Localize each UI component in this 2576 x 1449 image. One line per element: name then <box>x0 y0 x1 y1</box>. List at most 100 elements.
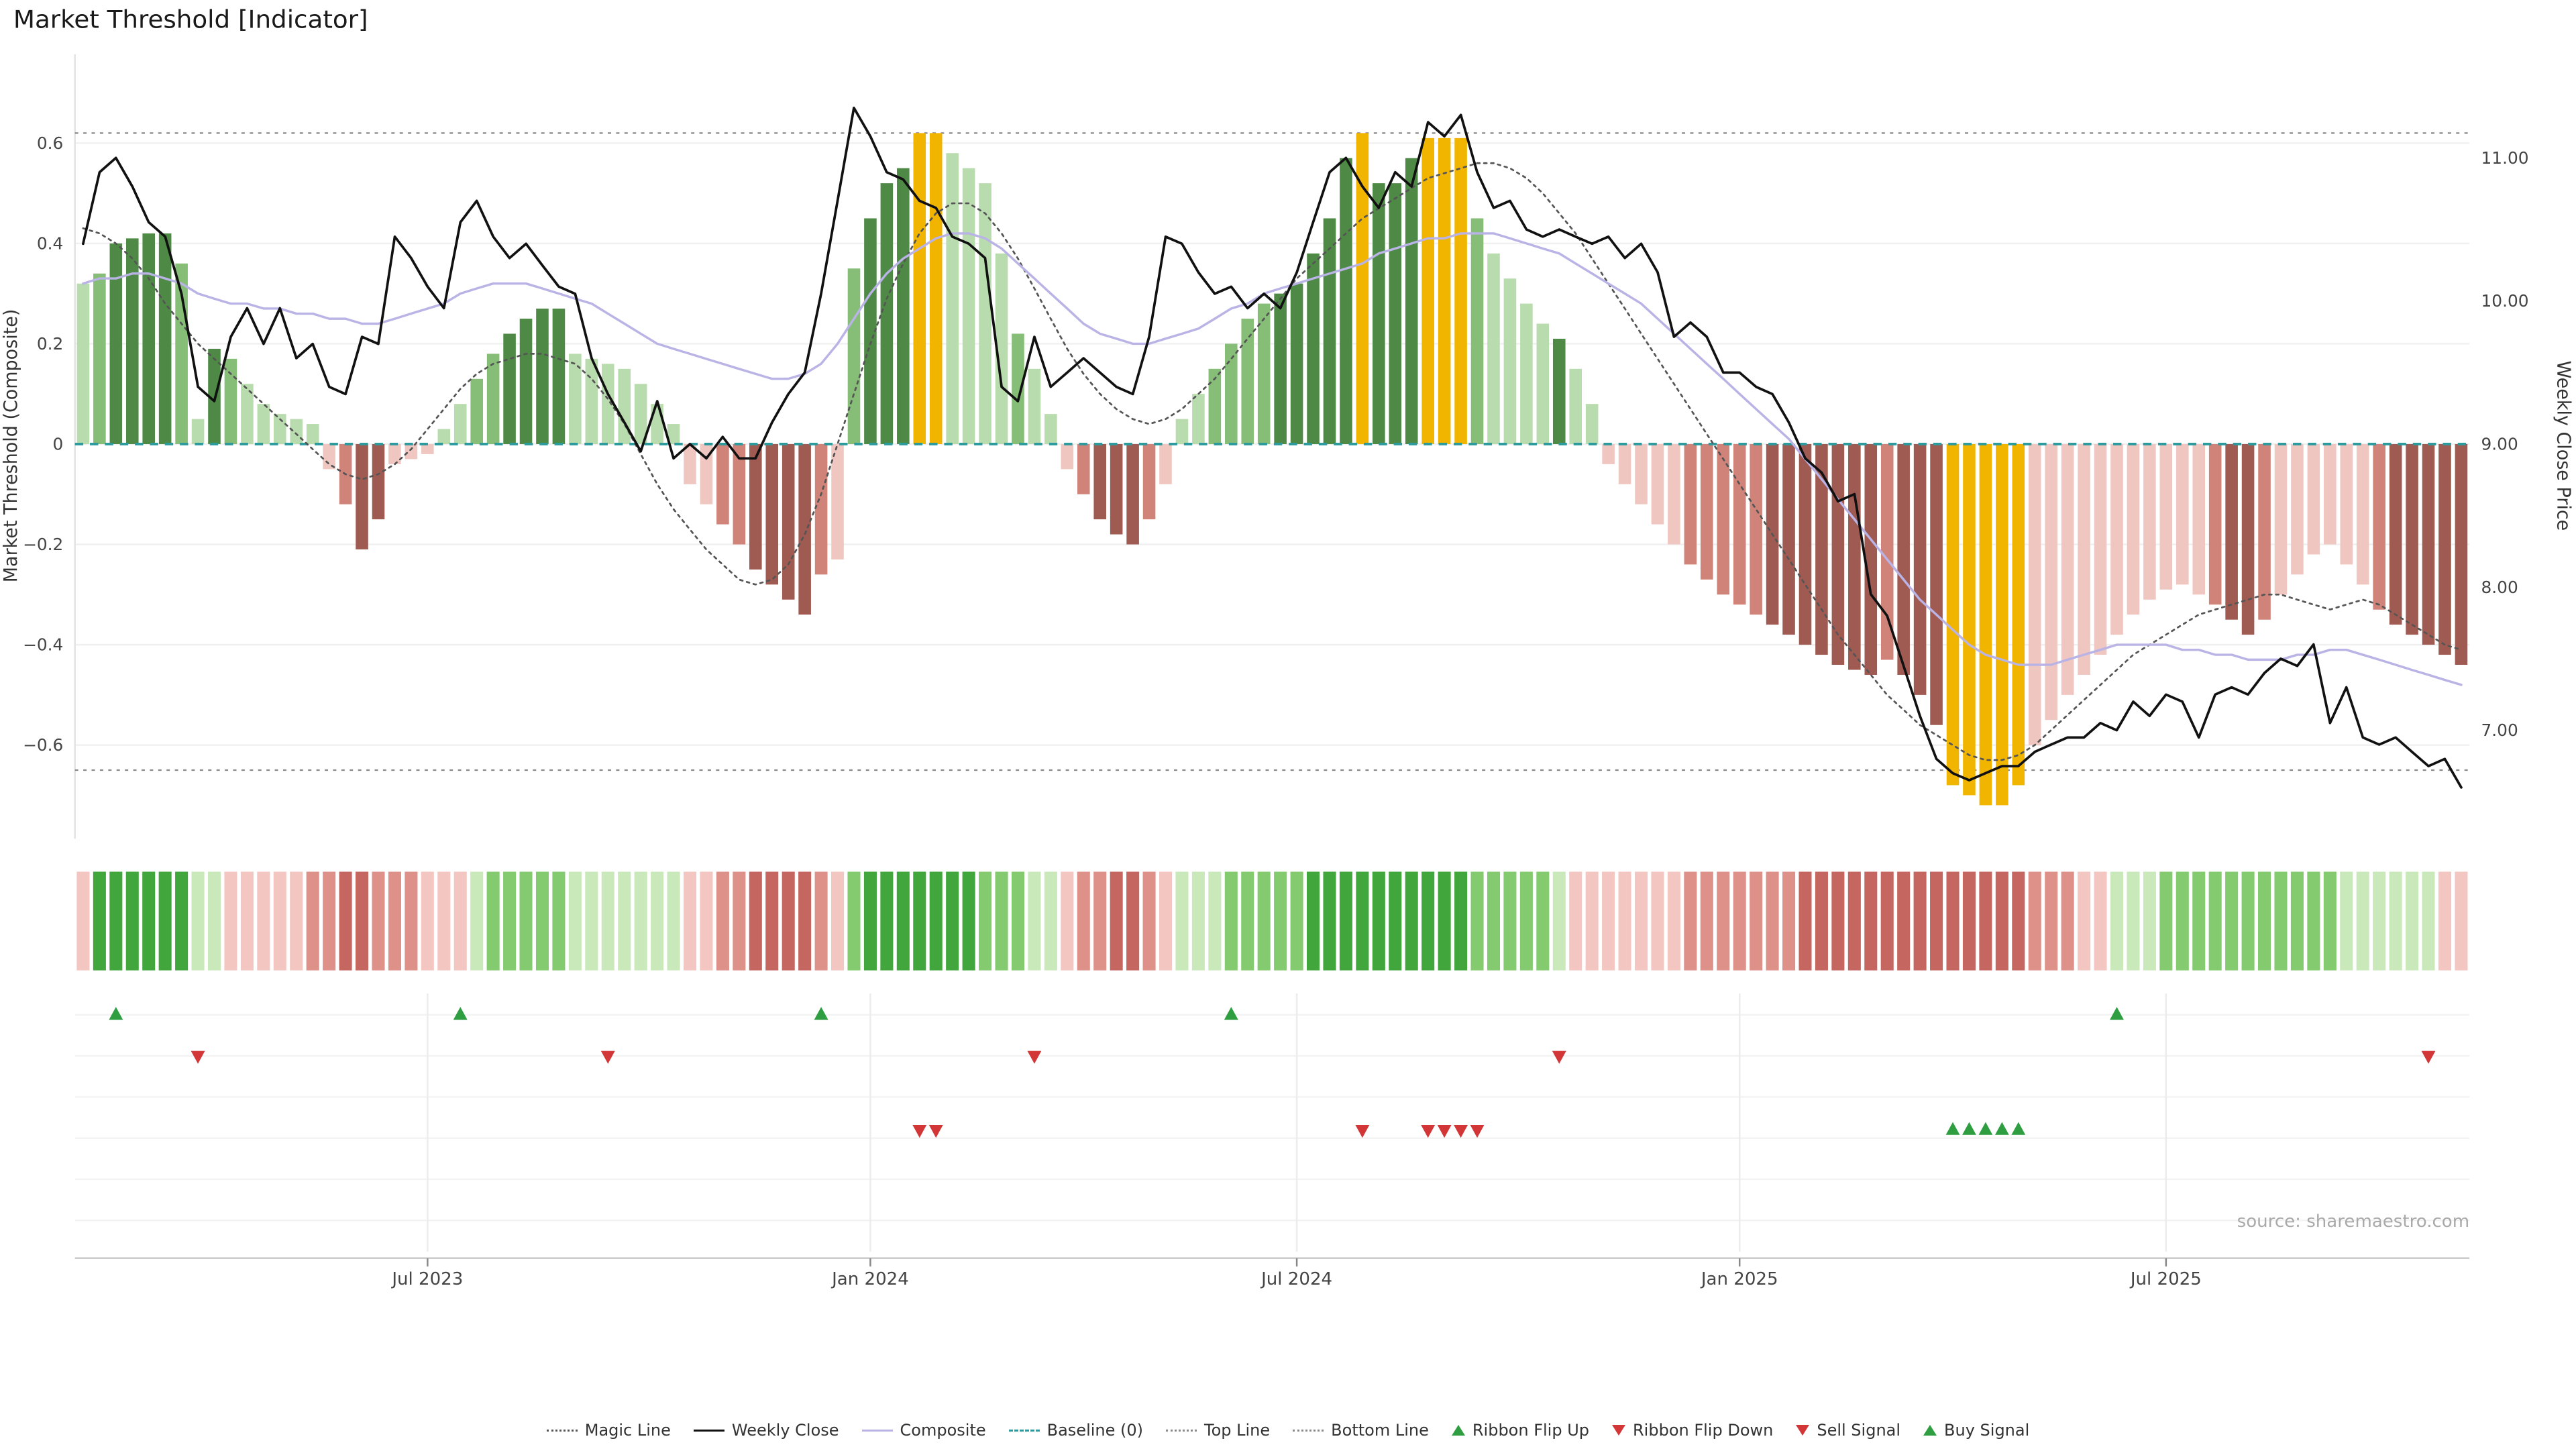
threshold-bar <box>2274 443 2288 595</box>
ribbon-cell <box>962 871 975 971</box>
ribbon-cell <box>601 871 614 971</box>
threshold-bar <box>421 443 434 454</box>
threshold-bar <box>1848 443 1861 670</box>
threshold-bar <box>2208 443 2222 605</box>
ribbon-flip-up-icon <box>1224 1006 1238 1020</box>
legend-label: Ribbon Flip Down <box>1633 1421 1774 1440</box>
left-y-tick-label: −0.4 <box>23 635 63 655</box>
ribbon-cell <box>306 871 319 971</box>
ribbon-cell <box>1946 871 1960 971</box>
ribbon-cell <box>2208 871 2222 971</box>
right-y-tick-label: 9.00 <box>2481 435 2518 454</box>
ribbon-cell <box>1356 871 1369 971</box>
ribbon-cell <box>1913 871 1927 971</box>
ribbon-cell <box>1995 871 2008 971</box>
threshold-bar <box>2143 443 2156 600</box>
threshold-bar <box>1274 293 1287 444</box>
threshold-bar <box>323 443 335 470</box>
threshold-bar <box>486 354 500 444</box>
threshold-bar <box>962 168 975 444</box>
threshold-bar <box>2356 443 2369 585</box>
threshold-bar <box>158 233 172 444</box>
legend-item-buy-signal: Buy Signal <box>1923 1421 2029 1440</box>
legend-item-ribbon-flip-down: Ribbon Flip Down <box>1612 1421 1773 1440</box>
threshold-bar <box>1930 443 1943 725</box>
threshold-bar <box>142 233 156 444</box>
ribbon-cell <box>1126 871 1140 971</box>
ribbon-cell <box>913 871 926 971</box>
ribbon-cell <box>290 871 303 971</box>
threshold-bar <box>618 368 631 444</box>
threshold-bar <box>1454 138 1467 444</box>
threshold-bar <box>2307 443 2320 555</box>
ribbon-cell <box>683 871 697 971</box>
ribbon-cell <box>1815 871 1828 971</box>
ribbon-cell <box>1684 871 1697 971</box>
threshold-bar <box>2094 443 2107 655</box>
legend-item-sell-signal: Sell Signal <box>1796 1421 1900 1440</box>
threshold-bar <box>831 443 844 559</box>
ribbon-flip-up-icon <box>814 1006 828 1020</box>
threshold-bar <box>2324 443 2337 545</box>
ribbon-cell <box>1847 871 1861 971</box>
threshold-bar <box>585 358 598 444</box>
ribbon-cell <box>2438 871 2452 971</box>
threshold-bar <box>2455 443 2468 665</box>
x-tick-label: Jul 2024 <box>1260 1269 1332 1289</box>
threshold-bar <box>2241 443 2255 635</box>
ribbon-cell <box>372 871 385 971</box>
threshold-bar <box>2438 443 2451 655</box>
ribbon-cell <box>716 871 729 971</box>
ribbon-cell <box>1389 871 1402 971</box>
ribbon-cell <box>191 871 205 971</box>
threshold-bar <box>1602 443 1615 464</box>
legend-label: Composite <box>900 1421 986 1440</box>
ribbon-flip-down-icon <box>600 1051 615 1064</box>
threshold-bar <box>1044 414 1057 444</box>
legend-item-magic-line: Magic Line <box>546 1421 671 1440</box>
ribbon-cell <box>224 871 237 971</box>
ribbon-cell <box>634 871 647 971</box>
ribbon-cell <box>1061 871 1074 971</box>
threshold-bar <box>1373 183 1385 444</box>
threshold-bar <box>1618 443 1631 484</box>
ribbon-flip-up-triangle-marker-icon <box>1451 1425 1465 1436</box>
legend-item-bottom-line: Bottom Line <box>1293 1421 1429 1440</box>
ribbon-cell <box>1339 871 1352 971</box>
threshold-bar <box>880 183 894 444</box>
ribbon-cell <box>1700 871 1713 971</box>
sell-signal-icon <box>1470 1125 1485 1138</box>
threshold-bar <box>700 443 713 504</box>
ribbon-flip-down-triangle-marker-icon <box>1612 1425 1625 1436</box>
ribbon-cell <box>2274 871 2288 971</box>
ribbon-cell <box>979 871 992 971</box>
threshold-bar <box>1012 333 1024 444</box>
ribbon-cell <box>1651 871 1664 971</box>
right-y-tick-label: 10.00 <box>2481 291 2529 311</box>
ribbon-cell <box>1093 871 1107 971</box>
ribbon-cell <box>782 871 795 971</box>
ribbon-cell <box>273 871 286 971</box>
threshold-bar <box>716 443 729 525</box>
ribbon-cell <box>2094 871 2107 971</box>
ribbon-cell <box>2406 871 2419 971</box>
threshold-bar <box>1996 443 2008 806</box>
magic-line <box>82 162 2463 761</box>
threshold-bar <box>1552 338 1566 444</box>
threshold-bar <box>2176 443 2189 585</box>
threshold-bar <box>2291 443 2304 575</box>
ribbon-cell <box>1405 871 1418 971</box>
threshold-bar <box>601 364 614 444</box>
threshold-bar <box>2078 443 2090 675</box>
source-text: source: sharemaestro.com <box>2237 1212 2469 1232</box>
ribbon-cell <box>2356 871 2369 971</box>
legend-item-weekly-close: Weekly Close <box>693 1421 839 1440</box>
composite-line <box>82 232 2463 686</box>
right-y-tick-label: 8.00 <box>2481 578 2518 597</box>
threshold-bar <box>1880 443 1894 660</box>
threshold-bar <box>2061 443 2074 695</box>
ribbon-cell <box>1585 871 1599 971</box>
ribbon-cell <box>2340 871 2353 971</box>
ribbon-flip-up-icon <box>109 1006 123 1020</box>
ribbon-cell <box>1634 871 1648 971</box>
